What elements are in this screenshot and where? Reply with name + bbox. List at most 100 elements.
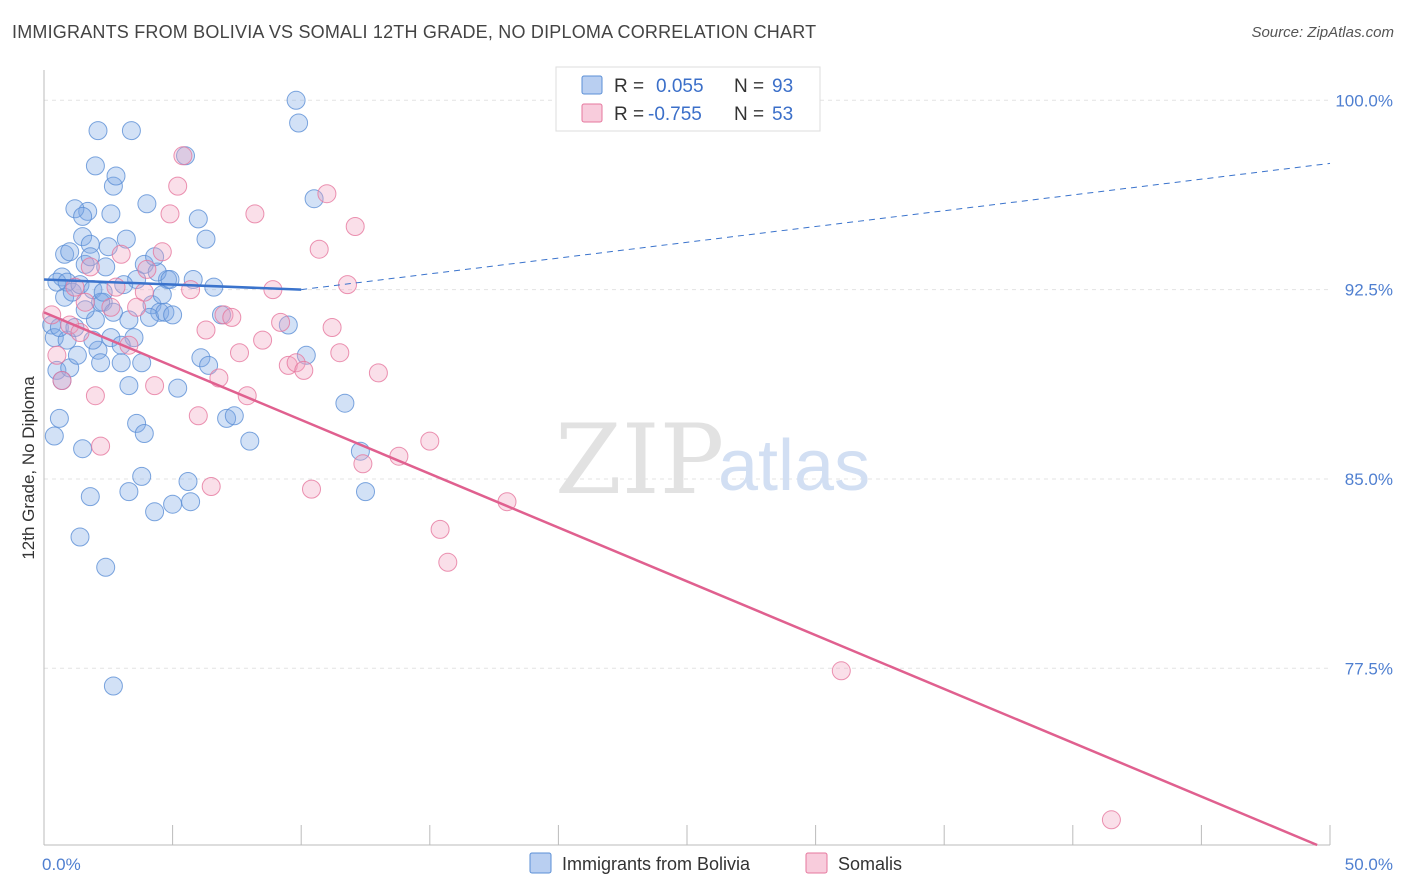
point-bolivia-3: [49, 408, 69, 428]
bottom-legend-swatch-bolivia: [529, 852, 552, 874]
chart-title: IMMIGRANTS FROM BOLIVIA VS SOMALI 12TH G…: [12, 22, 817, 42]
chart-source: Source: ZipAtlas.com: [1251, 24, 1394, 41]
tick-labels: 100.0% 92.5% 85.0% 77.5% 0.0% 50.0%: [42, 91, 1393, 874]
watermark-zip: ZIP: [555, 404, 724, 516]
point-somalis-52: [831, 661, 851, 681]
point-bolivia-14: [62, 282, 82, 302]
point-bolivia-74: [80, 487, 100, 507]
watermark: ZIP atlas: [555, 404, 870, 516]
point-somalis-20: [168, 176, 188, 196]
point-bolivia-85: [196, 229, 216, 249]
point-bolivia-32: [65, 199, 85, 219]
point-bolivia-46: [88, 121, 108, 141]
bottom-legend: Immigrants from Bolivia Somalis: [529, 852, 902, 874]
legend-n-label-somalis: N =: [734, 104, 764, 125]
point-bolivia-79: [132, 466, 152, 486]
point-somalis-25: [201, 477, 221, 496]
point-bolivia-84: [188, 209, 208, 229]
trend-lines: [43, 162, 1331, 847]
point-bolivia-96: [335, 393, 355, 413]
legend: R = 0.055 N = 93 R = -0.755 N = 53: [555, 66, 821, 132]
point-bolivia-83: [181, 492, 201, 512]
bottom-legend-swatch-somalis: [805, 852, 828, 874]
point-somalis-41: [322, 318, 342, 337]
point-bolivia-69: [119, 376, 139, 396]
point-bolivia-92: [286, 90, 306, 110]
point-bolivia-34: [80, 247, 100, 267]
point-somalis-9: [91, 436, 111, 456]
point-somalis-21: [173, 146, 193, 166]
point-somalis-36: [286, 353, 306, 373]
legend-r-label-somalis: R =: [614, 104, 644, 125]
point-bolivia-95: [304, 189, 324, 209]
point-bolivia-73: [73, 439, 93, 459]
point-bolivia-31: [106, 166, 126, 186]
point-somalis-34: [271, 312, 291, 332]
point-bolivia-72: [44, 426, 64, 446]
point-bolivia-23: [85, 310, 105, 330]
point-somalis-8: [85, 386, 105, 406]
point-bolivia-80: [145, 502, 165, 522]
point-bolivia-71: [134, 424, 154, 443]
point-bolivia-70: [127, 413, 147, 433]
point-bolivia-89: [224, 406, 244, 426]
point-bolivia-44: [116, 229, 136, 249]
point-somalis-24: [196, 320, 216, 340]
point-bolivia-63: [199, 355, 219, 375]
watermark-atlas: atlas: [718, 426, 870, 506]
point-somalis-2: [52, 371, 72, 390]
point-bolivia-51: [103, 302, 123, 322]
trend-line-somalis: [43, 311, 1318, 847]
axes: [43, 70, 1331, 846]
point-bolivia-77: [103, 676, 123, 696]
y-tick-label-1: 92.5%: [1345, 281, 1393, 300]
legend-r-value-somalis: -0.755: [648, 104, 702, 125]
point-bolivia-37: [111, 353, 131, 373]
point-bolivia-75: [70, 527, 90, 547]
point-somalis-31: [245, 204, 265, 224]
point-somalis-11: [106, 277, 126, 297]
point-somalis-16: [137, 259, 157, 279]
point-somalis-35: [278, 355, 298, 375]
point-somalis-22: [181, 280, 201, 300]
point-somalis-44: [345, 217, 365, 236]
legend-n-label-bolivia: N =: [734, 76, 764, 97]
point-somalis-39: [309, 239, 329, 259]
point-bolivia-45: [121, 121, 141, 141]
point-somalis-28: [222, 307, 242, 327]
point-somalis-1: [47, 345, 67, 365]
point-bolivia-29: [101, 204, 121, 224]
point-somalis-6: [75, 292, 95, 312]
point-somalis-27: [214, 305, 234, 325]
x-tick-label-0: 0.0%: [42, 855, 81, 874]
point-somalis-23: [188, 406, 208, 426]
point-bolivia-20: [78, 201, 98, 221]
grid-lines: [44, 99, 1330, 669]
point-somalis-48: [420, 431, 440, 451]
point-somalis-53: [1101, 810, 1121, 830]
point-somalis-37: [294, 360, 314, 380]
point-somalis-18: [152, 242, 172, 262]
legend-r-label-bolivia: R =: [614, 76, 644, 97]
x-tick-label-1: 50.0%: [1345, 855, 1393, 874]
point-bolivia-78: [119, 482, 139, 502]
point-bolivia-64: [137, 194, 157, 214]
point-somalis-12: [111, 244, 131, 264]
point-bolivia-76: [96, 557, 116, 577]
point-somalis-14: [127, 297, 147, 317]
y-tick-label-0: 100.0%: [1335, 91, 1393, 110]
point-bolivia-94: [296, 345, 316, 365]
legend-swatch-somalis: [581, 103, 603, 123]
point-bolivia-27: [96, 257, 116, 277]
point-somalis-7: [80, 257, 100, 277]
legend-r-value-bolivia: 0.055: [656, 76, 704, 97]
point-somalis-42: [330, 343, 350, 363]
point-bolivia-62: [191, 348, 211, 368]
point-bolivia-33: [73, 206, 93, 226]
y-tick-label-3: 77.5%: [1345, 659, 1393, 678]
point-bolivia-93: [289, 113, 309, 133]
point-somalis-17: [145, 376, 165, 396]
point-bolivia-8: [47, 272, 67, 292]
point-somalis-46: [368, 363, 388, 383]
point-bolivia-55: [140, 307, 159, 327]
